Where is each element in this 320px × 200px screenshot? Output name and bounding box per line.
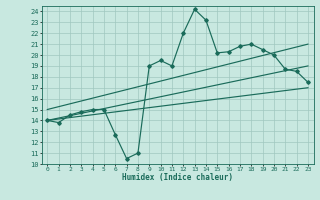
X-axis label: Humidex (Indice chaleur): Humidex (Indice chaleur): [122, 173, 233, 182]
